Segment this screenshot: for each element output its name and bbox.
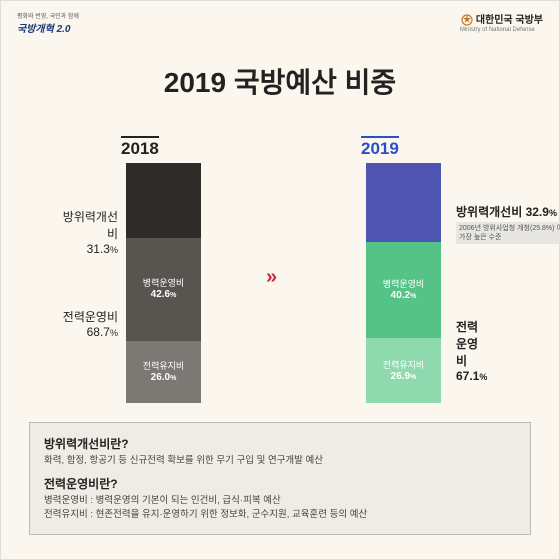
- segment-value: 40.2%: [391, 290, 417, 301]
- segment-label: 병력운영비: [143, 278, 184, 289]
- year-label-2019: 2019: [361, 136, 399, 159]
- logo-left-text: 국방개혁 2.0: [17, 24, 70, 35]
- desc-text-1: 화력, 함정, 항공기 등 신규전력 확보를 위한 무기 구입 및 연구개발 예…: [44, 454, 516, 468]
- side-label-2018-top: 방위력개선비 31.3%: [56, 208, 118, 256]
- bar-segment: [126, 163, 201, 238]
- pct-unit: %: [110, 245, 118, 255]
- logo-right-sub: Ministry of National Defense: [460, 27, 543, 33]
- side-label-2019-bot-name: 전력운영비 67.1: [456, 320, 479, 383]
- arrow-icon: »: [266, 266, 271, 289]
- description-box: 방위력개선비란? 화력, 함정, 항공기 등 신규전력 확보를 위한 무기 구입…: [29, 422, 531, 535]
- note-box: 2006년 방위사업청 개청(25.8%) 이후, 가장 높은 수준: [456, 222, 560, 244]
- side-label-2018-top-val: 31.3: [87, 242, 110, 256]
- bar-segment: 전력유지비26.9%: [366, 338, 441, 403]
- desc-text-2: 병력운영비 : 병력운영의 기본이 되는 인건비, 급식·피복 예산 전력유지비…: [44, 494, 516, 523]
- segment-label: 전력유지비: [143, 361, 184, 372]
- page-header: 평화와 번영, 국민과 함께 국방개혁 2.0 대한민국 국방부 Ministr…: [1, 9, 559, 39]
- note-line1: 2006년 방위사업청 개청(25.8%) 이후,: [459, 225, 560, 232]
- segment-label: 병력운영비: [383, 279, 424, 290]
- pct-unit: %: [110, 328, 118, 338]
- page-title: 2019 국방예산 비중: [1, 61, 559, 101]
- segment-label: 전력유지비: [383, 360, 424, 371]
- desc-title-1: 방위력개선비란?: [44, 435, 516, 452]
- desc-text-2a: 병력운영비 : 병력운영의 기본이 되는 인건비, 급식·피복 예산: [44, 495, 281, 506]
- logo-right-text: 대한민국 국방부: [476, 15, 543, 26]
- side-label-2019-top-name: 방위력개선비 32.9%: [456, 205, 557, 219]
- segment-value: 42.6%: [151, 289, 177, 300]
- logo-left-sub: 평화와 번영, 국민과 함께: [17, 11, 79, 20]
- side-label-2019-bot: 전력운영비 67.1%: [456, 318, 487, 383]
- bar-2019: 방위력개선비 32.9% 2006년 방위사업청 개청(25.8%) 이후, 가…: [366, 163, 441, 403]
- year-label-2018: 2018: [121, 136, 159, 159]
- pct-unit: %: [479, 372, 487, 382]
- note-line2: 가장 높은 수준: [459, 234, 502, 241]
- side-label-2019-top: 방위력개선비 32.9% 2006년 방위사업청 개청(25.8%) 이후, 가…: [456, 203, 560, 244]
- chart-area: 2018 2019 방위력개선비 31.3% 전력운영비 68.7% 병력운영비…: [41, 131, 519, 411]
- desc-text-2b: 전력유지비 : 현존전력을 유지·운영하기 위한 정보화, 군수지원, 교육훈련…: [44, 509, 367, 520]
- emblem-icon: [460, 13, 474, 27]
- bar-segment: [366, 163, 441, 242]
- side-label-2018-top-name: 방위력개선비: [63, 210, 118, 241]
- logo-left: 평화와 번영, 국민과 함께 국방개혁 2.0: [17, 11, 79, 35]
- side-label-2018-bot-val: 68.7: [87, 325, 110, 339]
- bar-2018: 방위력개선비 31.3% 전력운영비 68.7% 병력운영비42.6%전력유지비…: [126, 163, 201, 403]
- logo-right: 대한민국 국방부 Ministry of National Defense: [460, 11, 543, 33]
- pct-unit: %: [549, 208, 557, 218]
- bar-segment: 병력운영비42.6%: [126, 238, 201, 340]
- desc-title-2: 전력운영비란?: [44, 475, 516, 492]
- side-label-2018-bot: 전력운영비 68.7%: [56, 308, 118, 339]
- bar-segment: 전력유지비26.0%: [126, 341, 201, 403]
- bar-segment: 병력운영비40.2%: [366, 242, 441, 338]
- side-label-2018-bot-name: 전력운영비: [63, 310, 118, 324]
- segment-value: 26.0%: [151, 372, 177, 383]
- segment-value: 26.9%: [391, 371, 417, 382]
